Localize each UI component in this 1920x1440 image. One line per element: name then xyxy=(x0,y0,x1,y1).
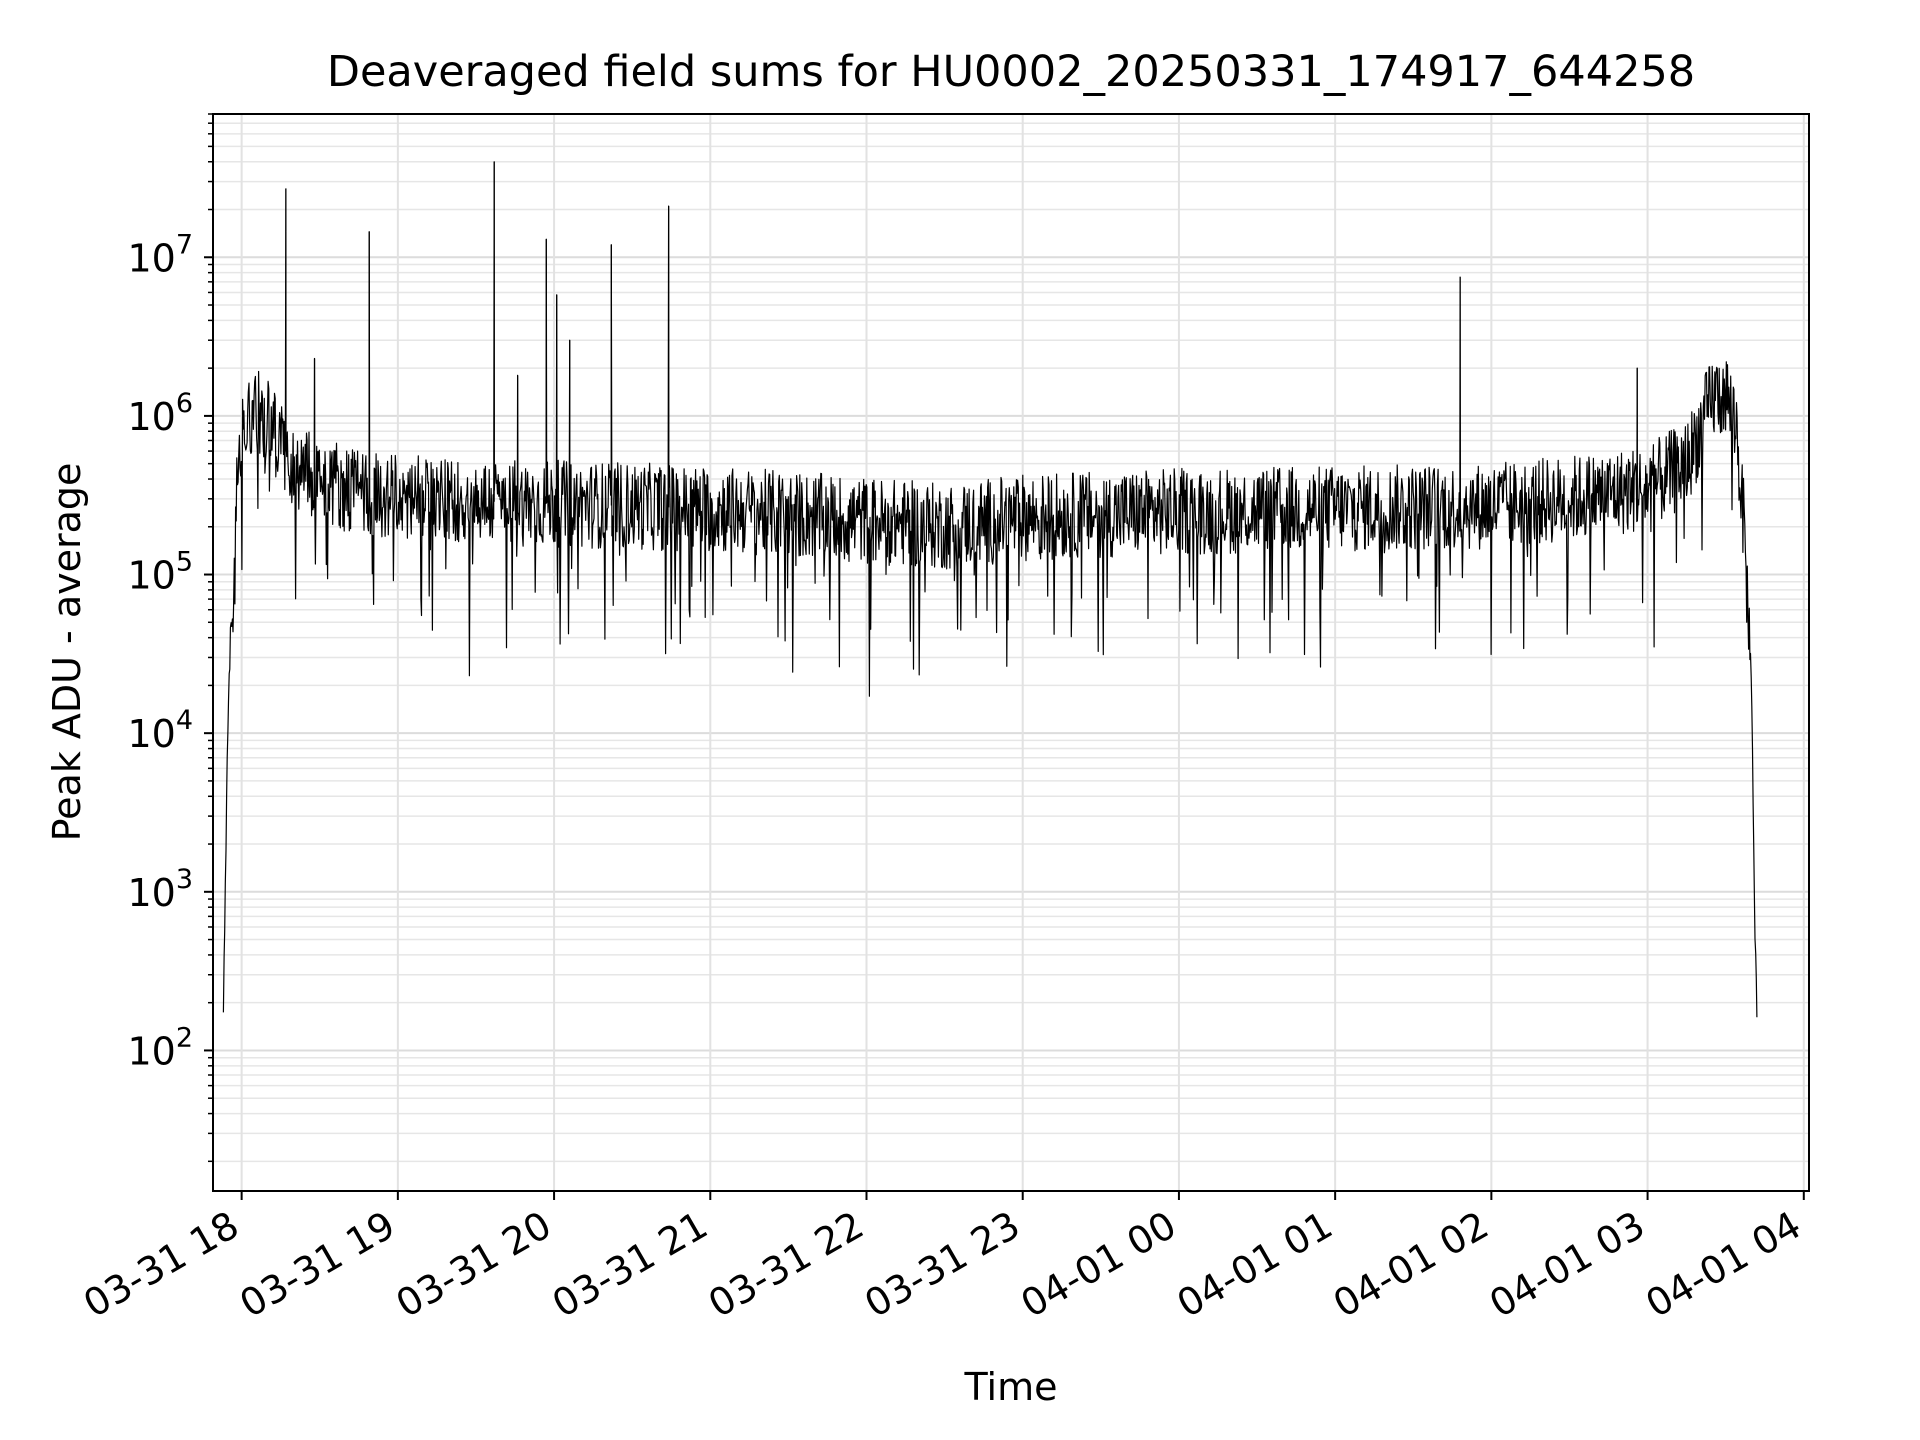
x-tick-label: 04-01 03 xyxy=(1482,1203,1652,1327)
x-tick-label: 03-31 19 xyxy=(232,1203,402,1327)
data-layer xyxy=(222,161,1758,1018)
x-tick-label: 04-01 00 xyxy=(1013,1203,1183,1327)
grid-layer xyxy=(213,113,1809,1191)
y-tick-label: 103 xyxy=(127,864,193,915)
y-tick-label: 106 xyxy=(127,388,193,439)
y-tick-label: 104 xyxy=(127,705,193,756)
x-tick-label: 04-01 01 xyxy=(1170,1203,1340,1327)
y-axis-label: Peak ADU - average xyxy=(45,463,89,842)
y-tick-label: 102 xyxy=(127,1022,193,1073)
x-tick-label: 03-31 18 xyxy=(76,1203,246,1327)
x-tick-label: 03-31 22 xyxy=(701,1203,871,1327)
x-tick-label: 03-31 21 xyxy=(545,1203,715,1327)
x-tick-label: 04-01 02 xyxy=(1326,1203,1496,1327)
y-tick-label: 105 xyxy=(127,547,193,598)
x-tick-label: 03-31 23 xyxy=(857,1203,1027,1327)
x-tick-label: 04-01 04 xyxy=(1638,1203,1808,1327)
x-axis-label: Time xyxy=(964,1365,1058,1409)
plot-frame xyxy=(212,113,1810,1192)
chart-title: Deaveraged field sums for HU0002_2025033… xyxy=(327,47,1695,97)
series-line xyxy=(222,161,1758,1018)
y-tick-label: 107 xyxy=(127,229,193,280)
x-tick-label: 03-31 20 xyxy=(389,1203,559,1327)
